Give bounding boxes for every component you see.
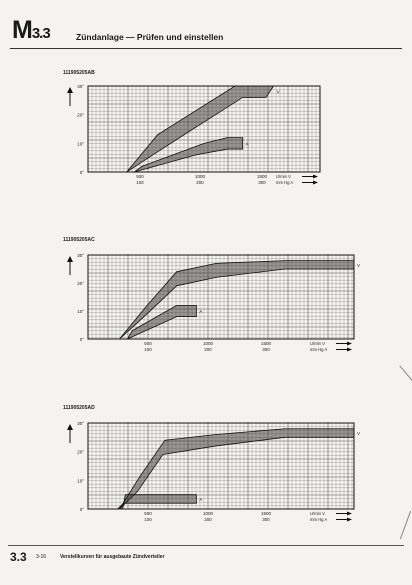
y-axis-arrowhead — [67, 256, 73, 262]
series-label: V — [357, 263, 360, 268]
advance-band-v — [119, 260, 355, 340]
chart-title: 111905205AC — [63, 237, 95, 243]
chart-title: 111905205AD — [63, 405, 95, 411]
series-label: A — [199, 309, 202, 314]
x-tick-label-rpm: 1500 — [261, 511, 272, 516]
advance-curve-chart-ac: 111905205AC 30° 20° 10° 0° V A 500 100 1000 200 15… — [0, 237, 412, 367]
x-tick-label-rpm: 1000 — [195, 174, 206, 179]
x-axis-unit-label: U/min V — [310, 341, 325, 346]
chart-title: 111905205AB — [63, 70, 95, 76]
y-axis-arrowhead — [67, 87, 73, 93]
y-tick-label: 10° — [77, 141, 84, 146]
section-code: M3.3 — [12, 16, 51, 44]
x-tick-label-vacuum: 200 — [204, 347, 212, 352]
y-tick-label: 0° — [80, 507, 85, 512]
x-axis-unit-label: mm Hg A — [310, 517, 327, 522]
x-axis-arrowhead — [347, 511, 352, 516]
y-tick-label: 20° — [77, 113, 84, 118]
advance-band-v — [119, 428, 355, 510]
x-axis-arrowhead — [313, 180, 318, 185]
advance-curve-chart-ab: 111905205AB 30° 20° 10° 0° V A 500 100 1000 200 15… — [0, 70, 412, 195]
series-label: V — [277, 90, 280, 95]
y-tick-label: 30° — [77, 421, 84, 426]
x-tick-label-rpm: 500 — [144, 511, 152, 516]
footer-section: 3.3 — [10, 550, 27, 564]
x-axis-unit-label: mm Hg A — [310, 347, 327, 352]
x-tick-label-rpm: 500 — [136, 174, 144, 179]
y-tick-label: 30° — [77, 84, 84, 89]
series-label: V — [357, 431, 360, 436]
advance-band-a — [126, 305, 197, 340]
x-axis-unit-label: U/min V — [276, 174, 291, 179]
header-rule — [10, 48, 402, 49]
x-tick-label-vacuum: 200 — [196, 180, 204, 185]
x-tick-label-vacuum: 100 — [144, 347, 152, 352]
x-tick-label-vacuum: 300 — [262, 347, 270, 352]
plot-frame — [87, 85, 321, 173]
y-axis-arrowhead — [67, 424, 73, 430]
plot-frame — [87, 422, 355, 510]
x-tick-label-rpm: 1000 — [203, 341, 214, 346]
advance-band-a — [134, 137, 244, 173]
x-axis-unit-label: U/min V — [310, 511, 325, 516]
x-tick-label-rpm: 1500 — [257, 174, 268, 179]
x-tick-label-vacuum: 100 — [144, 517, 152, 522]
x-axis-unit-label: mm Hg A — [276, 180, 293, 185]
x-tick-label-vacuum: 300 — [262, 517, 270, 522]
x-tick-label-rpm: 1000 — [203, 511, 214, 516]
series-label: A — [246, 141, 249, 146]
footer-description: Verstellkurven für ausgebaute Zündvertei… — [60, 554, 165, 560]
series-label: A — [199, 497, 202, 502]
x-tick-label-vacuum: 100 — [136, 180, 144, 185]
y-tick-label: 20° — [77, 450, 84, 455]
y-tick-label: 0° — [80, 337, 85, 342]
y-tick-label: 20° — [77, 281, 84, 286]
footer-rule — [8, 545, 404, 546]
advance-band-a — [116, 494, 197, 510]
plot-frame — [87, 254, 355, 340]
footer-page-number: 3-16 — [36, 554, 47, 560]
y-tick-label: 0° — [80, 170, 85, 175]
x-tick-label-rpm: 500 — [144, 341, 152, 346]
y-tick-label: 30° — [77, 253, 84, 258]
x-tick-label-vacuum: 200 — [204, 517, 212, 522]
y-tick-label: 10° — [77, 309, 84, 314]
scan-mark — [399, 365, 412, 385]
x-axis-arrowhead — [347, 347, 352, 352]
page-header: M3.3 Zündanlage — Prüfen und einstellen — [8, 14, 404, 50]
x-axis-arrowhead — [313, 174, 318, 179]
x-tick-label-rpm: 1500 — [261, 341, 272, 346]
page-title: Zündanlage — Prüfen und einstellen — [76, 32, 224, 42]
advance-curve-chart-ad: 111905205AD 30° 20° 10° 0° V A 500 100 1000 200 15… — [0, 405, 412, 535]
advance-band-v — [126, 85, 275, 173]
x-tick-label-vacuum: 300 — [258, 180, 266, 185]
x-axis-arrowhead — [347, 341, 352, 346]
page-footer: 3.3 3-16 Verstellkurven für ausgebaute Z… — [8, 545, 404, 569]
y-tick-label: 10° — [77, 478, 84, 483]
x-axis-arrowhead — [347, 517, 352, 522]
